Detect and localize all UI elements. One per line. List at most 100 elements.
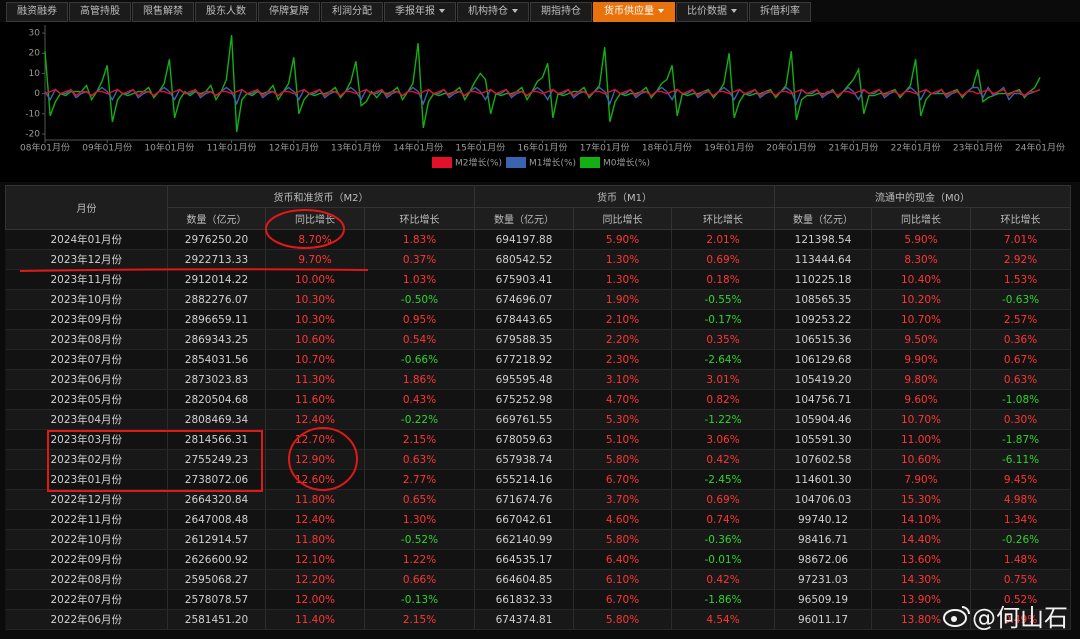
- tab[interactable]: 机构持仓: [457, 2, 529, 22]
- value-cell: 13.90%: [871, 589, 972, 610]
- tab[interactable]: 高管持股: [69, 2, 131, 22]
- y-tick-label: -20: [25, 129, 40, 139]
- x-tick-label: 12年01月份: [269, 142, 319, 154]
- value-cell: 5.80%: [573, 529, 672, 550]
- x-tick-label: 14年01月份: [393, 142, 443, 154]
- value-cell: 109253.22: [774, 309, 873, 330]
- value-cell: 3.01%: [671, 369, 776, 390]
- value-cell: 106129.68: [774, 349, 873, 370]
- value-cell: -0.63%: [970, 289, 1072, 310]
- y-tick-label: 30: [29, 29, 41, 39]
- table-row: 2022年06月份 2581451.20 11.40% 2.15% 674374.81 5…: [5, 609, 1072, 630]
- value-cell: 2896659.11: [167, 309, 266, 330]
- tab-label: 比价数据: [687, 6, 727, 17]
- value-cell: 2.20%: [573, 329, 672, 350]
- value-cell: 12.90%: [265, 449, 365, 470]
- value-cell: 1.90%: [573, 289, 672, 310]
- tab[interactable]: 季报年报: [384, 2, 456, 22]
- value-cell: 2664320.84: [167, 489, 266, 510]
- x-tick-label: 10年01月份: [144, 142, 194, 154]
- table-row: 2022年12月份 2664320.84 11.80% 0.65% 671674.76 3…: [5, 489, 1072, 510]
- value-cell: 10.70%: [871, 309, 972, 330]
- value-cell: 678443.65: [474, 309, 574, 330]
- value-cell: 4.54%: [671, 609, 776, 630]
- table-row: 2022年08月份 2595068.27 12.20% 0.66% 664604.85 6…: [5, 569, 1072, 590]
- value-cell: 11.00%: [871, 429, 972, 450]
- value-cell: 110225.18: [774, 269, 873, 290]
- table-row: 2022年07月份 2578078.57 12.00% -0.13% 661832.33…: [5, 589, 1072, 610]
- value-cell: 0.66%: [364, 569, 475, 590]
- chart: -20 -10 0 10 20 30 08年01月份 09年01月份 10年01月份 11年01月…: [0, 22, 1080, 182]
- table-row: 2023年03月份 2814566.31 12.70% 2.15% 678059.63 5…: [5, 429, 1072, 450]
- value-cell: 4.60%: [573, 509, 672, 530]
- group-header: 货币和准货币（M2）: [167, 185, 475, 208]
- series-line: [44, 88, 1041, 97]
- value-cell: 0.30%: [970, 409, 1072, 430]
- x-tick-label: 19年01月份: [704, 142, 754, 154]
- tab[interactable]: 股东人数: [195, 2, 257, 22]
- data-table: 月份 货币和准货币（M2） 货币（M1） 流通中的现金（M0） 数量（亿元） 同比…: [5, 185, 1072, 630]
- value-cell: -0.01%: [671, 549, 776, 570]
- value-cell: 2578078.57: [167, 589, 266, 610]
- value-cell: 0.69%: [671, 489, 776, 510]
- value-cell: 10.70%: [871, 409, 972, 430]
- value-cell: 0.37%: [364, 249, 475, 270]
- value-cell: 12.20%: [265, 569, 365, 590]
- value-cell: 10.20%: [871, 289, 972, 310]
- value-cell: 104756.71: [774, 389, 873, 410]
- y-tick-label: 10: [29, 69, 41, 79]
- tab[interactable]: 货币供应量: [593, 2, 675, 22]
- value-cell: 2.01%: [671, 229, 776, 250]
- tab-label: 融资融券: [17, 6, 57, 17]
- tab[interactable]: 融资融券: [6, 2, 68, 22]
- value-cell: 6.70%: [573, 589, 672, 610]
- month-cell: 2023年01月份: [5, 469, 168, 490]
- sub-header: 同比增长: [265, 207, 365, 230]
- x-tick-label: 20年01月份: [766, 142, 816, 154]
- month-cell: 2023年10月份: [5, 289, 168, 310]
- sub-header: 环比增长: [970, 207, 1072, 230]
- tab[interactable]: 比价数据: [676, 2, 748, 22]
- x-tick-label: 08年01月份: [20, 142, 70, 154]
- value-cell: 6.70%: [573, 469, 672, 490]
- value-cell: 0.43%: [364, 389, 475, 410]
- value-cell: 0.42%: [671, 449, 776, 470]
- x-tick-label: 16年01月份: [518, 142, 568, 154]
- value-cell: 2.92%: [970, 249, 1072, 270]
- value-cell: 0.42%: [671, 569, 776, 590]
- tab[interactable]: 期指持仓: [530, 2, 592, 22]
- value-cell: 674696.07: [474, 289, 574, 310]
- value-cell: 694197.88: [474, 229, 574, 250]
- value-cell: 3.06%: [671, 429, 776, 450]
- value-cell: 12.60%: [265, 469, 365, 490]
- value-cell: 2873023.83: [167, 369, 266, 390]
- value-cell: 10.40%: [871, 269, 972, 290]
- watermark: @何山石: [942, 598, 1068, 633]
- weibo-icon: [943, 605, 970, 627]
- table-row: 2023年09月份 2896659.11 10.30% 0.95% 678443.65 2…: [5, 309, 1072, 330]
- value-cell: 0.75%: [970, 569, 1072, 590]
- value-cell: 96011.17: [774, 609, 873, 630]
- value-cell: 2922713.33: [167, 249, 266, 270]
- tab-label: 季报年报: [395, 6, 435, 17]
- tab[interactable]: 停牌复牌: [258, 2, 320, 22]
- value-cell: 11.30%: [265, 369, 365, 390]
- group-header: 流通中的现金（M0）: [774, 185, 1072, 208]
- value-cell: 675903.41: [474, 269, 574, 290]
- tab[interactable]: 利润分配: [321, 2, 383, 22]
- value-cell: 9.45%: [970, 469, 1072, 490]
- tab[interactable]: 限售解禁: [132, 2, 194, 22]
- watermark-text: @何山石: [972, 604, 1068, 632]
- tab[interactable]: 拆借利率: [749, 2, 811, 22]
- x-tick-label: 23年01月份: [953, 142, 1003, 154]
- y-tick-label: -10: [25, 109, 40, 119]
- value-cell: 6.10%: [573, 569, 672, 590]
- month-header: 月份: [5, 185, 168, 230]
- value-cell: 7.01%: [970, 229, 1072, 250]
- value-cell: -6.11%: [970, 449, 1072, 470]
- value-cell: 2.30%: [573, 349, 672, 370]
- table-row: 2023年12月份 2922713.33 9.70% 0.37% 680542.52 1.…: [5, 249, 1072, 270]
- table-row: 2022年11月份 2647008.48 12.40% 1.30% 667042.61 4…: [5, 509, 1072, 530]
- table-row: 2023年01月份 2738072.06 12.60% 2.77% 655214.16 6…: [5, 469, 1072, 490]
- tab-label: 高管持股: [80, 6, 120, 17]
